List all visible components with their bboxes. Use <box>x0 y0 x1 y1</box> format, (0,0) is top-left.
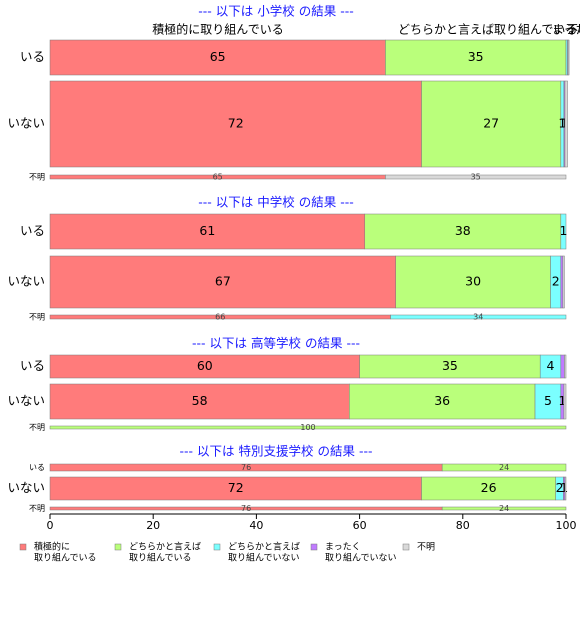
bar-segment <box>562 255 565 309</box>
category-label: まったく <box>552 23 580 37</box>
data-label: 100 <box>300 423 315 432</box>
data-label: 61 <box>199 223 215 238</box>
category-label: 不明 <box>566 23 580 37</box>
row-label: いる <box>20 358 45 373</box>
data-label: 58 <box>192 393 208 408</box>
legend-label: 積極的に <box>34 541 70 553</box>
data-label: 1 <box>558 393 566 408</box>
data-label: 34 <box>473 313 483 322</box>
data-label: 27 <box>483 116 499 131</box>
bar-segment <box>534 383 562 420</box>
legend-label: 取り組んでいない <box>325 552 397 564</box>
bar-segment <box>421 80 562 168</box>
bar-segment <box>49 255 396 309</box>
data-label: 35 <box>468 49 484 64</box>
bar-segment <box>349 383 536 420</box>
legend-label: 取り組んでいない <box>228 552 300 564</box>
bar-segment <box>564 80 568 168</box>
data-label: 1 <box>560 480 568 495</box>
data-label: 76 <box>241 463 251 472</box>
category-label: 積極的に取り組んでいる <box>152 22 283 37</box>
data-label: 24 <box>499 504 509 513</box>
bar-segment <box>563 383 567 420</box>
row-label: いる <box>29 463 45 472</box>
data-label: 65 <box>213 173 223 182</box>
row-label: いない <box>7 116 45 131</box>
legend-label: 取り組んでいる <box>129 552 192 564</box>
data-label: 30 <box>465 274 481 289</box>
legend-swatch <box>19 543 27 551</box>
bar-segment <box>49 425 567 430</box>
bar-segment <box>385 39 567 76</box>
bar-segment <box>560 354 565 379</box>
data-label: 60 <box>197 358 213 373</box>
x-tick-label: 0 <box>47 519 54 532</box>
data-label: 4 <box>547 358 555 373</box>
row-label: いない <box>7 393 45 408</box>
data-label: 67 <box>215 274 231 289</box>
data-label: 24 <box>499 463 509 472</box>
panel-title: --- 以下は 特別支援学校 の結果 --- <box>180 444 373 459</box>
data-label: 5 <box>544 393 552 408</box>
data-label: 66 <box>215 313 225 322</box>
bar-segment <box>385 174 567 180</box>
legend-swatch <box>213 543 221 551</box>
legend-label: 不明 <box>417 542 435 553</box>
category-label: どちらかと言えば取り組んでいる <box>398 23 577 37</box>
legend-label: どちらかと言えば <box>228 541 300 553</box>
row-label: 不明 <box>29 173 45 182</box>
bar-segment <box>49 213 366 250</box>
bar-segment <box>395 255 551 309</box>
data-label: 2 <box>552 274 560 289</box>
panel-title: --- 以下は 小学校 の結果 --- <box>198 4 353 19</box>
data-label: 26 <box>481 480 497 495</box>
data-label: 1 <box>560 116 568 131</box>
x-tick-label: 20 <box>146 519 160 532</box>
data-label: 35 <box>442 358 458 373</box>
data-label: 72 <box>228 480 244 495</box>
bar-segment <box>49 383 350 420</box>
legend-label: どちらかと言えば <box>129 541 201 553</box>
data-label: 1 <box>558 116 566 131</box>
bar-segment <box>564 476 567 501</box>
bar-segment <box>567 39 570 76</box>
data-label: 36 <box>434 393 450 408</box>
bar-segment <box>49 39 386 76</box>
bar-segment <box>364 213 562 250</box>
row-label: いる <box>20 223 45 238</box>
legend-label: 取り組んでいる <box>34 552 97 564</box>
row-label: いる <box>20 49 45 64</box>
x-tick-label: 100 <box>556 519 577 532</box>
data-label: 72 <box>228 116 244 131</box>
x-tick-label: 40 <box>249 519 263 532</box>
x-tick-label: 80 <box>456 519 470 532</box>
bar-segment <box>560 255 564 309</box>
bar-segment <box>49 80 422 168</box>
legend-swatch <box>114 543 122 551</box>
data-label: 35 <box>471 173 481 182</box>
panel-title: --- 以下は 中学校 の結果 --- <box>198 195 353 210</box>
legend-swatch <box>310 543 318 551</box>
data-label: 38 <box>455 223 471 238</box>
row-label: 不明 <box>29 423 45 432</box>
panel-title: --- 以下は 高等学校 の結果 --- <box>192 336 360 351</box>
row-label: いない <box>7 274 45 289</box>
bar-segment <box>560 213 567 250</box>
row-label: 不明 <box>29 504 45 513</box>
bar-segment <box>441 463 567 472</box>
data-label: 2 <box>556 480 564 495</box>
data-label: 76 <box>241 504 251 513</box>
legend-swatch <box>402 543 410 551</box>
bar-segment <box>441 506 567 511</box>
x-tick-label: 60 <box>353 519 367 532</box>
bar-segment <box>564 354 567 379</box>
data-label: 65 <box>210 49 226 64</box>
legend-label: まったく <box>325 542 361 553</box>
row-label: いない <box>7 480 45 495</box>
bar-segment <box>390 314 567 320</box>
row-label: 不明 <box>29 313 45 322</box>
data-label: 1 <box>559 223 567 238</box>
